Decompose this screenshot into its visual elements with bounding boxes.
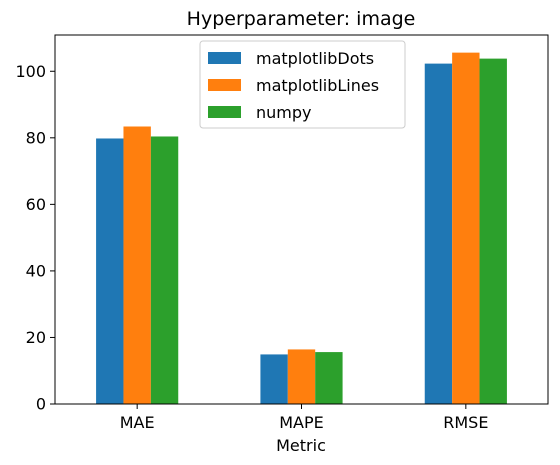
legend-swatch-matplotlibLines [208,79,241,91]
legend-label-matplotlibDots: matplotlibDots [256,49,374,68]
x-tick-label-mae: MAE [120,413,155,432]
legend-swatch-numpy [208,106,241,118]
y-axis: 0 20 40 60 80 100 [15,62,55,414]
y-tick-label: 80 [26,128,46,147]
x-tick-label-rmse: RMSE [443,413,488,432]
y-tick-label: 0 [36,395,46,414]
plot-frame [54,34,549,405]
bar-numpy-MAE [150,136,179,405]
x-tick-label-mape: MAPE [279,413,324,432]
bar-matplotlibDots-RMSE [424,63,453,405]
bar-matplotlibLines-RMSE [452,52,480,404]
legend: matplotlibDots matplotlibLines numpy [199,40,406,129]
bar-matplotlibDots-MAE [96,138,124,405]
y-tick-label: 60 [26,195,46,214]
x-axis: MAE MAPE RMSE [120,404,488,432]
bars-group [96,52,507,405]
legend-label-matplotlibLines: matplotlibLines [256,76,379,95]
legend-frame [199,40,406,129]
legend-swatch-matplotlibDots [208,52,241,64]
bar-matplotlibDots-MAPE [260,354,288,404]
y-tick-label: 20 [26,328,46,347]
y-tick-label: 100 [15,62,46,81]
chart-title: Hyperparameter: image [187,8,416,30]
x-axis-label: Metric [276,436,326,455]
bar-matplotlibLines-MAE [123,126,151,404]
bar-matplotlibLines-MAPE [287,349,316,404]
bar-numpy-RMSE [479,58,507,405]
legend-label-numpy: numpy [256,103,312,122]
bar-numpy-MAPE [315,352,343,404]
y-tick-label: 40 [26,261,46,280]
